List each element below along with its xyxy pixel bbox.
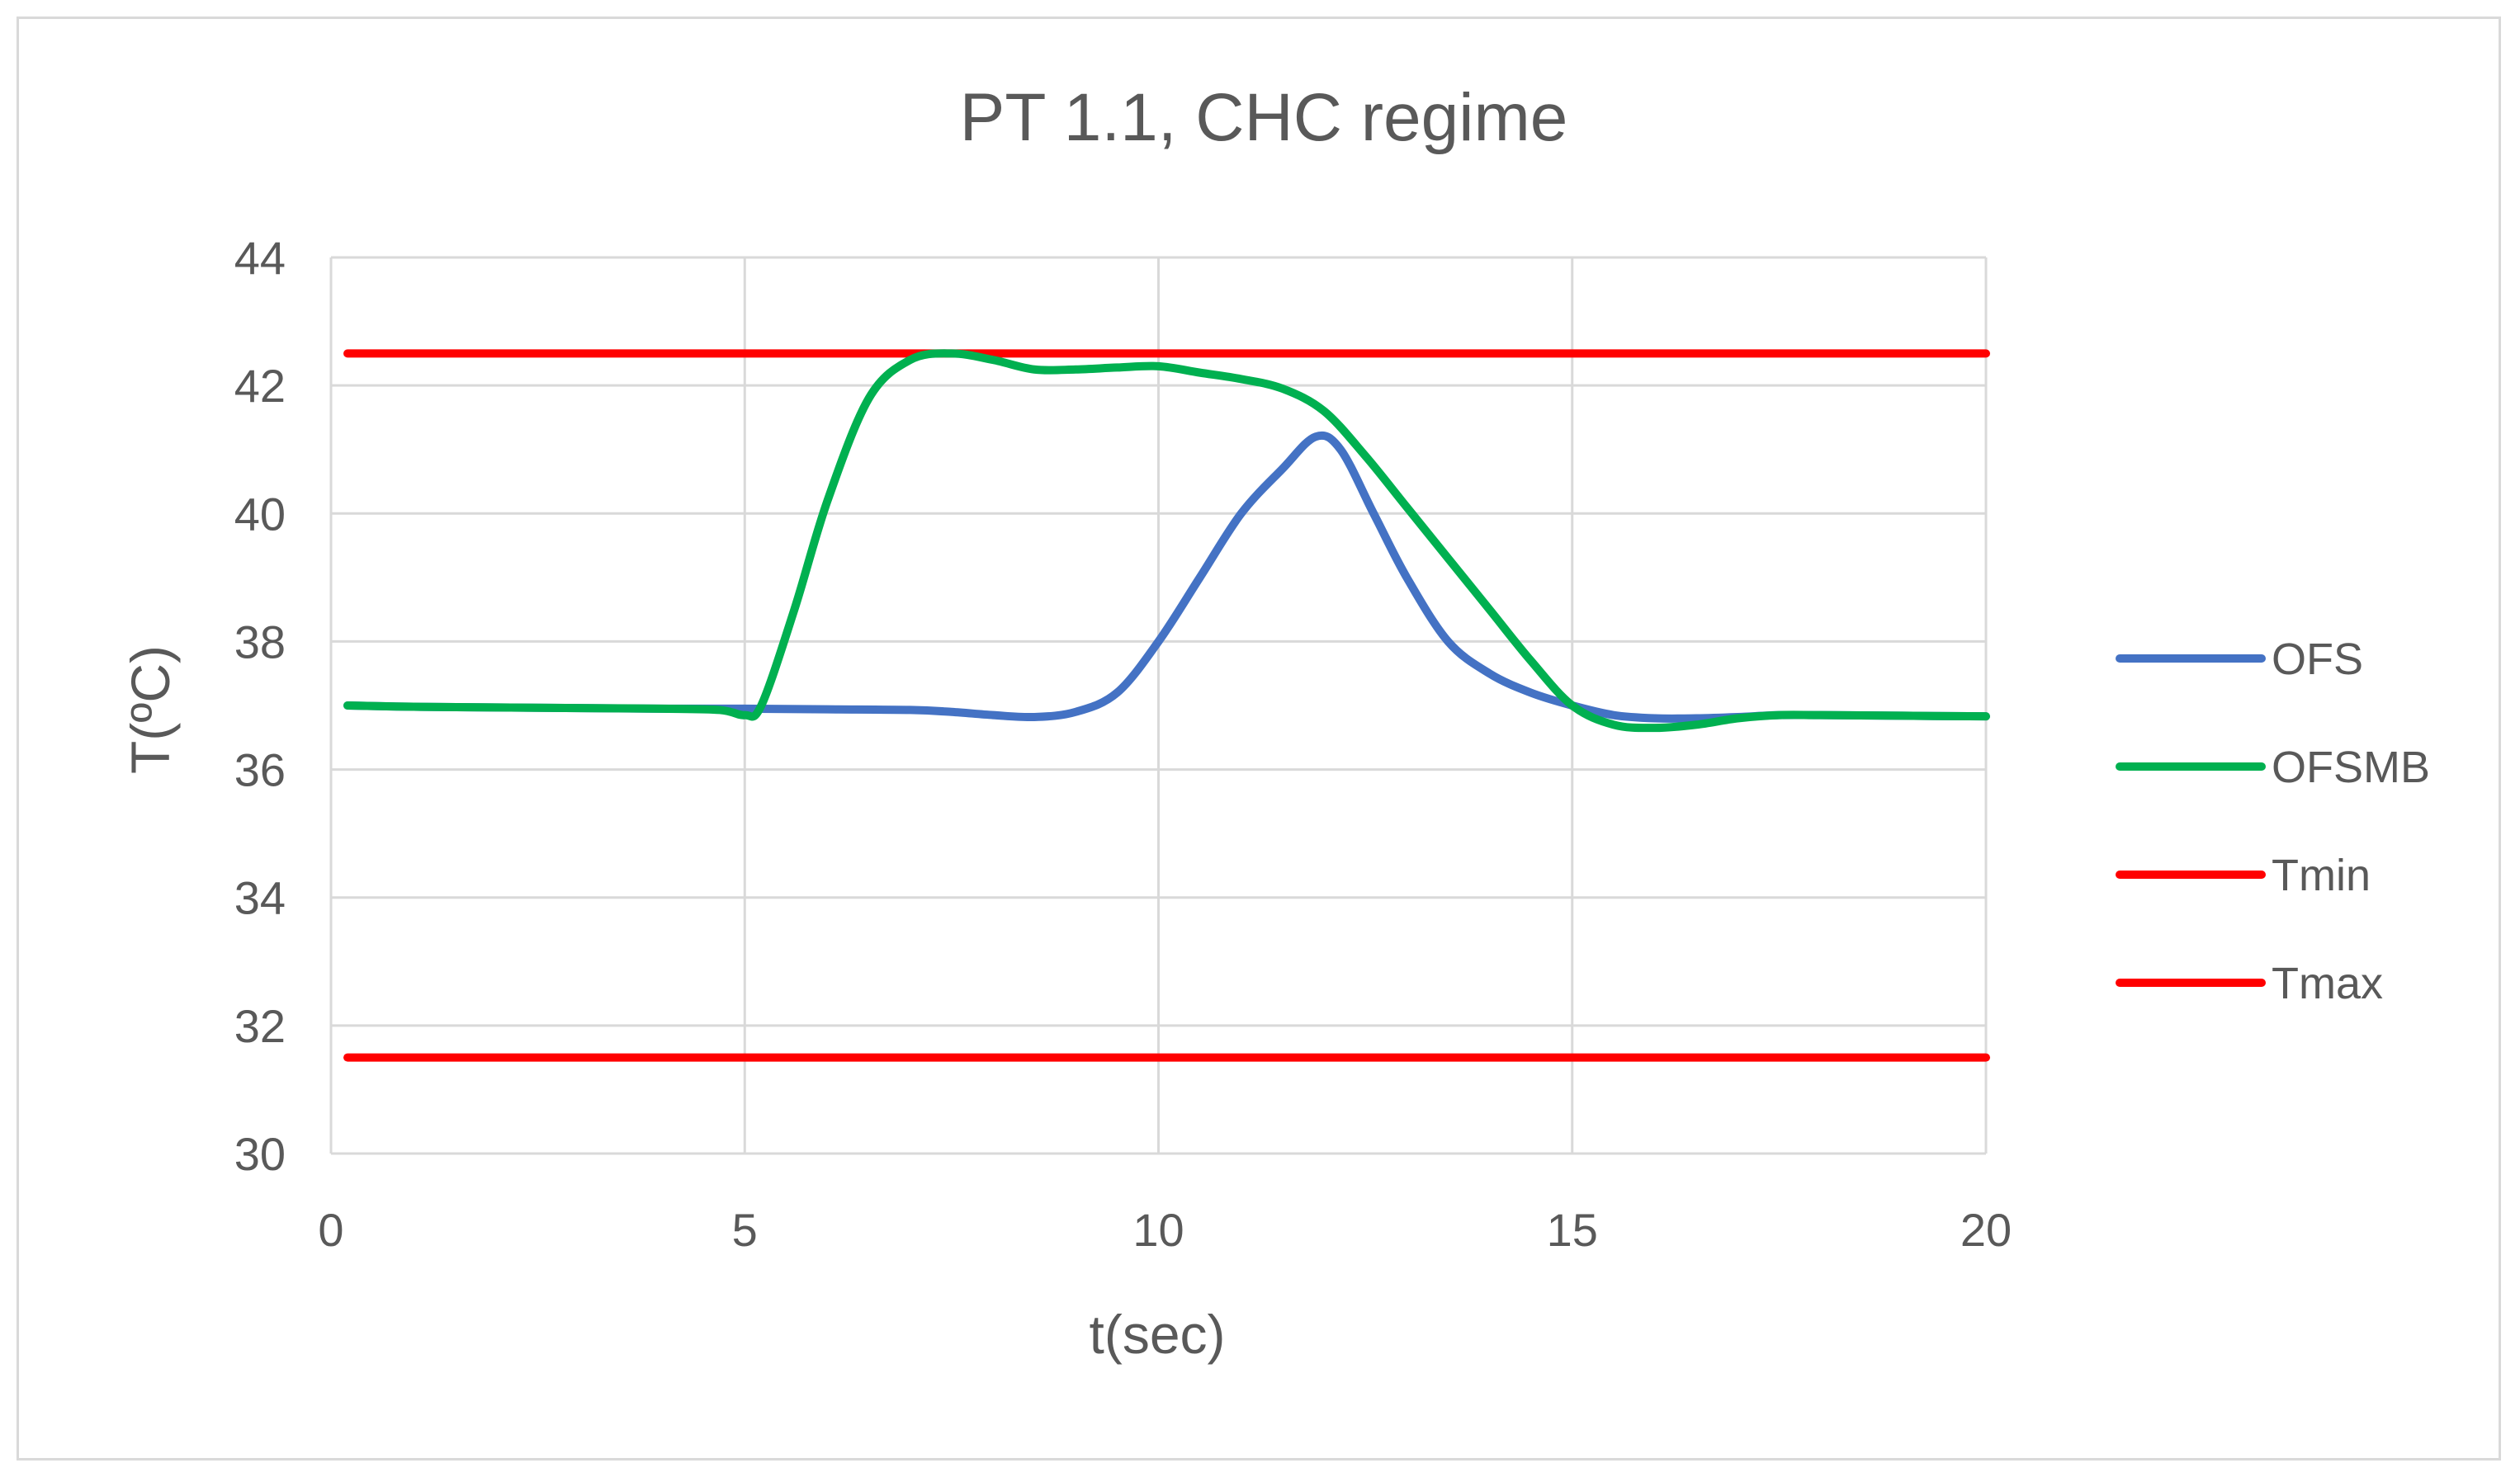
y-tick-label: 30 [234,1128,286,1180]
x-tick-label: 20 [1960,1204,2012,1256]
x-axis-title: t(sec) [1090,1304,1226,1365]
x-tick-label: 0 [318,1204,343,1256]
y-tick-label: 42 [234,360,286,412]
y-tick-label: 38 [234,616,286,668]
x-tick-label: 5 [732,1204,758,1256]
chart-title: PT 1.1, CHC regime [960,80,1568,155]
legend-label-ofsmb: OFSMB [2272,743,2430,792]
y-tick-label: 40 [234,488,286,540]
y-tick-label: 34 [234,872,286,924]
series-lines [343,349,1990,1062]
y-axis-title: T(ºC) [120,645,181,774]
x-tick-label: 15 [1547,1204,1598,1256]
legend-label-ofs: OFS [2272,635,2363,684]
legend-label-tmin: Tmin [2272,851,2371,900]
y-tick-label: 32 [234,1000,286,1052]
x-tick-label: 10 [1132,1204,1184,1256]
series-line-ofsmb [343,349,1990,733]
legend-label-tmax: Tmax [2272,959,2383,1008]
y-tick-label: 36 [234,744,286,796]
legend: OFS OFSMB Tmin Tmax [2116,635,2430,1008]
series-line-ofs [343,431,1990,723]
axis-tick-labels: 30 32 34 36 38 40 42 44 0 5 10 15 20 [234,232,2012,1256]
y-tick-label: 44 [234,232,286,284]
